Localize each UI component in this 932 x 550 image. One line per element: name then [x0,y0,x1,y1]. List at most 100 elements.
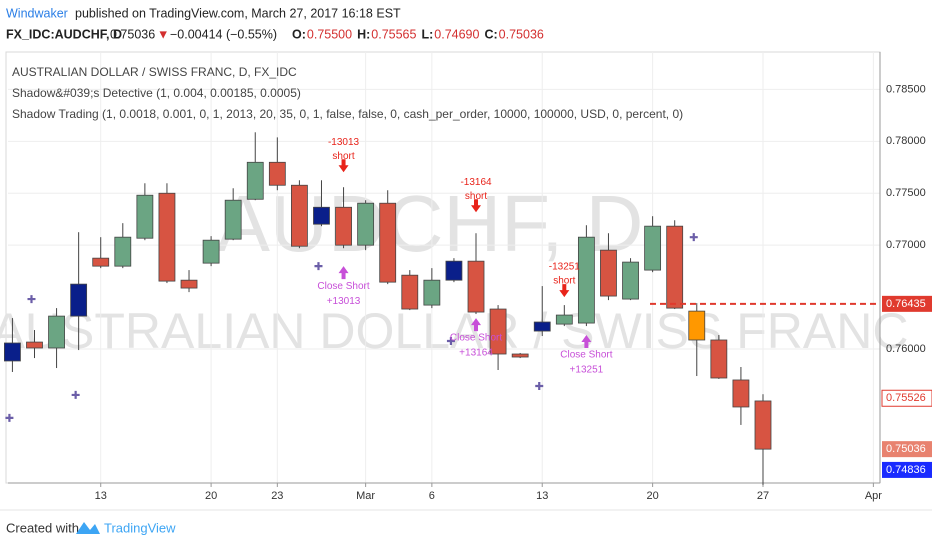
candle-body [379,202,397,283]
cross-marker [535,381,544,390]
candle-body [313,206,330,225]
signal-arrow [559,284,570,298]
signal-label: +13013 [327,296,361,307]
last-price: 0.75036 [110,27,155,41]
candle-body [158,192,176,282]
ohlc-value: 0.75565 [371,27,416,41]
x-tick-label: 27 [757,490,769,502]
x-tick-label: Apr [865,490,882,502]
candle-body [511,353,529,358]
signal-label: +13164 [459,348,493,359]
ohlc-key: C: [484,27,497,41]
watermark-symbol: AUDCHF, D [217,179,644,268]
candle-body [445,260,463,281]
candle-body [357,202,375,246]
legend-line: Shadow Trading (1, 0.0018, 0.001, 0, 1, … [12,107,683,121]
ohlc-key: L: [421,27,433,41]
signal-label: short [332,151,354,162]
signal-label: Close Short [560,350,612,361]
y-tick-label: 0.78000 [886,135,926,147]
x-tick-label: 23 [271,490,283,502]
price-badge-label: 0.75036 [886,443,926,455]
footer-brand[interactable]: TradingView [104,520,176,535]
candle-body [26,341,43,349]
candle-body [136,194,154,239]
price-badge [881,389,932,407]
signal-arrow [338,159,349,173]
signal-arrow [581,335,592,349]
signal-arrow [471,318,482,332]
ohlc-value: 0.74690 [434,27,479,41]
candle-body [600,249,617,297]
candle-body [180,279,198,289]
cross-marker [689,233,698,242]
candle-body [533,321,551,332]
y-tick-label: 0.77500 [886,187,926,199]
candle-body [401,274,419,310]
candle-body [688,310,706,341]
signal-arrow [338,266,349,280]
footer-text: Created with [6,520,79,535]
watermark-name: AUSTRALIAN DOLLAR / SWISS FRANC [0,303,908,359]
signal-label: -13164 [460,177,492,188]
candle-body [644,225,662,271]
x-tick-label: 13 [536,490,548,502]
cross-marker [5,413,14,422]
price-badge [882,441,932,458]
ohlc-key: O: [292,27,306,41]
price-badge-label: 0.76435 [886,298,926,310]
signal-label: short [465,191,487,202]
signal-label: -13013 [328,137,360,148]
signal-label: short [553,276,575,287]
candle-body [577,236,595,324]
cross-marker [446,337,455,346]
legend-line: Shadow&#039;s Detective (1, 0.004, 0.001… [12,86,301,100]
candle-body [291,184,308,247]
cross-marker [71,390,80,399]
candle-body [666,225,684,309]
price-badge [882,295,932,312]
candle-body [48,315,65,349]
author[interactable]: Windwaker [6,6,68,20]
signal-label: Close Short [450,333,502,344]
cross-marker [314,262,323,271]
x-tick-label: 13 [95,490,107,502]
published: published on TradingView.com, March 27, … [75,6,401,20]
candle-body [467,260,485,313]
candle-body [246,161,264,200]
candle-body [622,261,639,300]
y-tick-label: 0.78500 [886,83,926,95]
price-badge-label: 0.74836 [886,464,926,476]
x-tick-label: 6 [429,490,435,502]
candle-body [224,199,242,240]
candle-body [335,206,352,246]
change-arrow: ▼ [157,27,169,41]
signal-label: +13251 [570,365,604,376]
signal-arrow [471,199,482,213]
candle-body [4,342,21,362]
candle-body [732,379,750,408]
candle-body [555,314,573,325]
ohlc-key: H: [357,27,370,41]
cross-marker [27,295,36,304]
x-tick-label: 20 [205,490,217,502]
candle-body [92,257,110,267]
symbol: FX_IDC:AUDCHF, D [6,27,122,41]
price-badge [882,461,932,478]
ohlc-value: 0.75500 [307,27,352,41]
signal-label: Close Short [317,281,369,292]
signal-label: -13251 [549,262,581,273]
change: −0.00414 (−0.55%) [170,27,277,41]
x-tick-label: Mar [356,490,375,502]
y-tick-label: 0.77000 [886,239,926,251]
tradingview-logo [76,522,100,534]
legend-line: AUSTRALIAN DOLLAR / SWISS FRANC, D, FX_I… [12,65,297,79]
candle-body [489,308,507,355]
y-tick-label: 0.76000 [886,343,926,355]
candle-body [268,161,286,186]
price-badge-label: 0.75526 [886,392,926,404]
candle-body [70,283,88,317]
candle-body [202,239,220,264]
x-tick-label: 20 [646,490,658,502]
